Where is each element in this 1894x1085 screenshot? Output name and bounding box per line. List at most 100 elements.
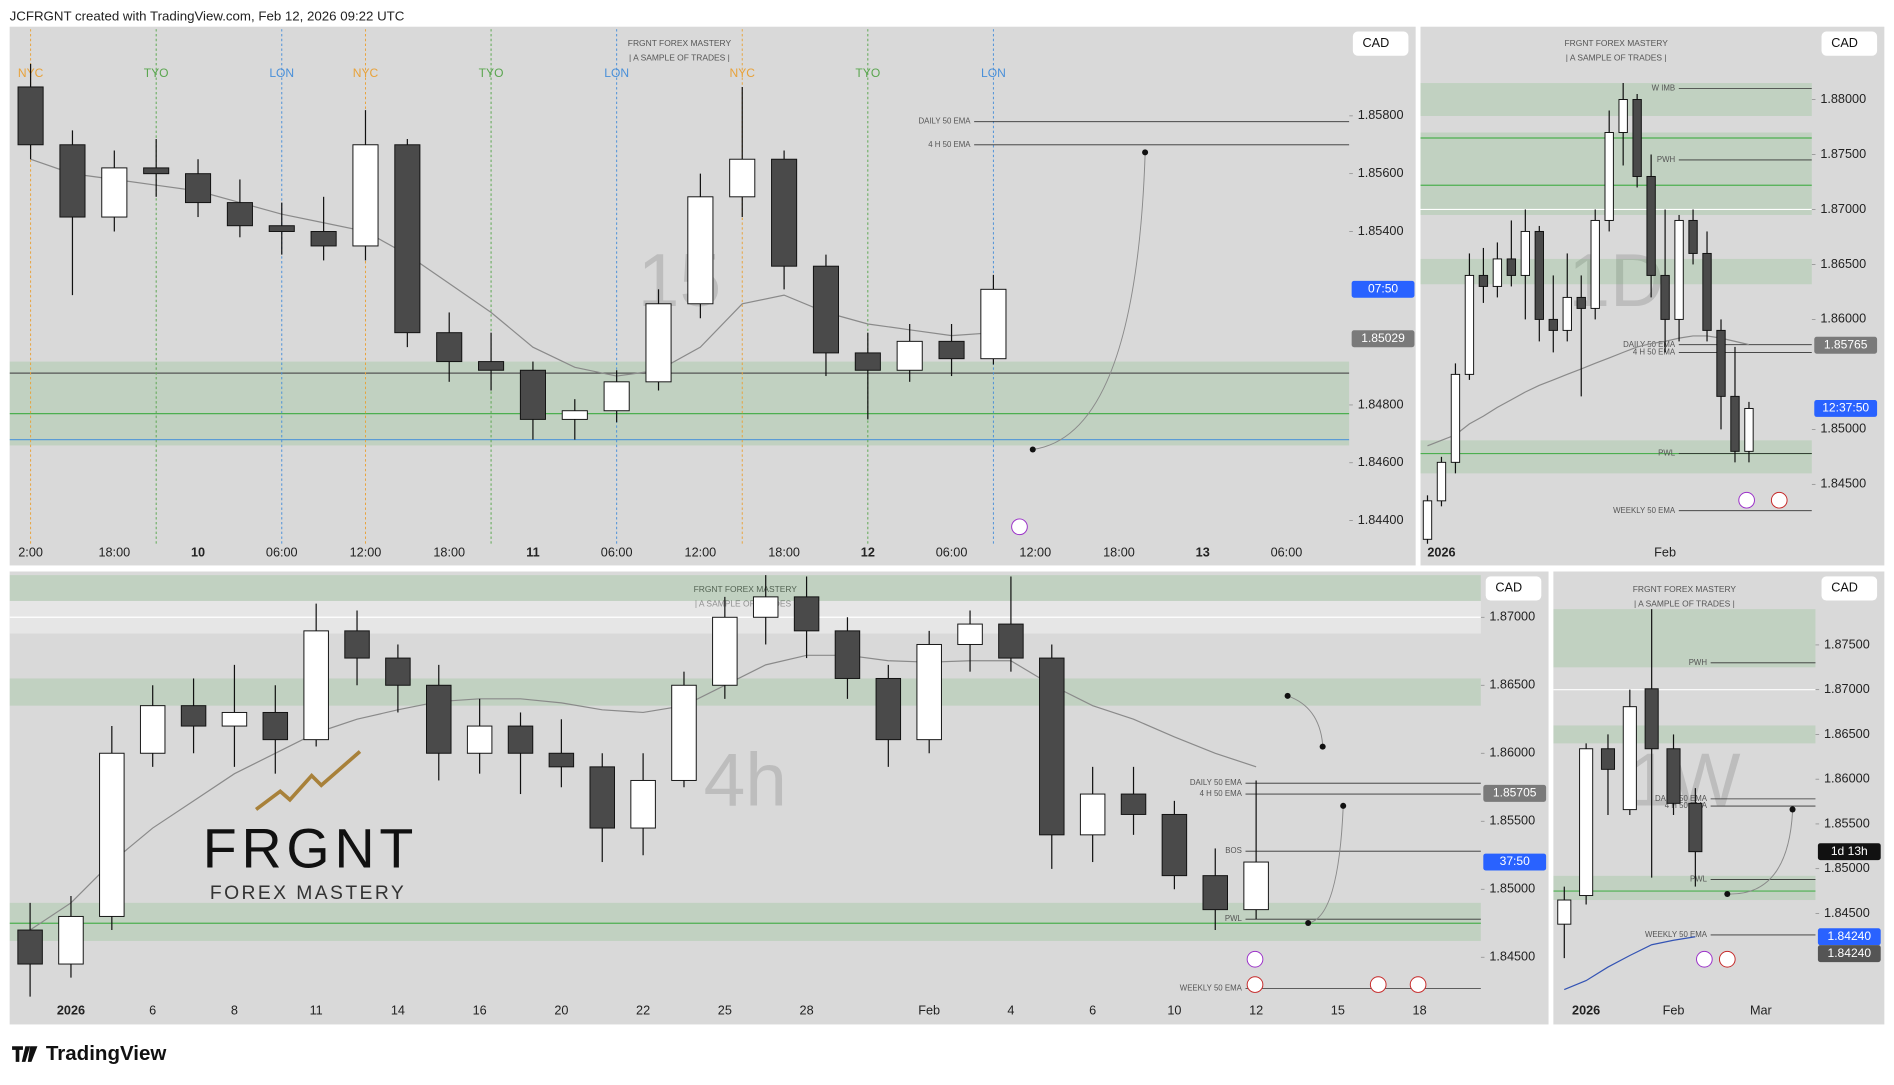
candle-body <box>1039 657 1065 836</box>
candle-body <box>875 677 902 741</box>
x-tick-label: 14 <box>391 1004 405 1018</box>
zone <box>1553 609 1816 628</box>
candle-body <box>712 616 738 686</box>
x-tick-label: 12:00 <box>1019 546 1051 560</box>
candle-body <box>1464 274 1475 375</box>
y-tick-label: 1.86000 <box>1489 746 1535 760</box>
candle-body <box>99 752 125 917</box>
zone <box>1420 83 1812 117</box>
price-badge: 1.85029 <box>1351 330 1415 348</box>
price-badge-label: 1.85705 <box>1493 786 1537 800</box>
level-label: DAILY 50 EMA <box>1190 778 1243 787</box>
trade-path <box>1287 695 1324 745</box>
candle-body <box>1478 274 1489 287</box>
watermark: 4h <box>704 738 787 822</box>
flag-icon <box>1718 950 1736 968</box>
candle-body <box>310 231 337 247</box>
x-tick-label: 6 <box>1089 1004 1096 1018</box>
zone <box>1553 875 1816 901</box>
x-tick-label: 18:00 <box>98 546 130 560</box>
candle-body <box>589 766 615 829</box>
flag-icon <box>1246 976 1264 993</box>
session-label: NYC <box>353 66 379 80</box>
countdown-badge-box <box>1483 853 1547 871</box>
x-tick-label: 18:00 <box>433 546 465 560</box>
currency-box <box>1821 31 1878 56</box>
session-label: TYO <box>479 66 504 80</box>
trade-point <box>1789 806 1796 813</box>
price-badge: 1.84240 <box>1817 928 1881 946</box>
candle-body <box>916 643 942 741</box>
level-label: PWL <box>1225 914 1243 923</box>
candle-body <box>998 623 1024 659</box>
level-label: PWL <box>1690 875 1708 884</box>
brand-subtitle: | A SAMPLE OF TRADES | <box>695 598 796 608</box>
countdown-badge: 1d 13h <box>1817 843 1881 861</box>
candle-body <box>17 929 43 965</box>
price-badge: 1.85705 <box>1483 784 1547 802</box>
tradingview-brand: TradingView <box>12 1042 166 1065</box>
price-badge-label: 1.84240 <box>1828 946 1872 960</box>
x-tick-label: 11 <box>526 546 539 560</box>
y-tick-label: 1.86000 <box>1824 772 1870 786</box>
y-tick-label: 1.84500 <box>1824 906 1870 920</box>
y-tick-label: 1.85800 <box>1358 108 1404 122</box>
footer-text: TradingView <box>46 1042 167 1065</box>
candle-body <box>1644 688 1659 750</box>
y-tick-label: 1.86500 <box>1820 257 1866 271</box>
currency-box <box>1821 576 1878 601</box>
brand-subtitle: | A SAMPLE OF TRADES | <box>629 52 730 62</box>
x-tick-label: Feb <box>1654 546 1676 560</box>
candle-body <box>752 596 779 618</box>
level-label: 4 H 50 EMA <box>1633 347 1676 356</box>
candle-body <box>1422 500 1433 540</box>
plot-area: 4h FRGNT FOREX MASTERY | A SAMPLE OF TRADE… <box>9 575 1481 997</box>
candle-body <box>1557 899 1572 925</box>
candle-body <box>101 167 128 218</box>
brand-title: FRGNT FOREX MASTERY <box>1633 584 1737 594</box>
candle-body <box>1590 219 1600 309</box>
y-tick-label: 1.87000 <box>1489 610 1535 624</box>
candle-body <box>1579 748 1594 897</box>
trade-point <box>1724 890 1731 898</box>
level-label: W IMB <box>1652 84 1676 93</box>
candle-body <box>1688 802 1703 853</box>
candle-body <box>645 303 672 383</box>
candle-body <box>603 381 630 412</box>
y-tick-label: 1.87500 <box>1820 147 1866 161</box>
countdown-badge: 07:50 <box>1351 280 1415 298</box>
x-tick-label: 6 <box>149 1004 156 1018</box>
countdown-badge-box <box>1351 280 1415 298</box>
countdown-badge-box <box>1817 843 1881 861</box>
candle-body <box>1161 813 1188 877</box>
candle-body <box>394 144 421 334</box>
level-label: DAILY 50 EMA <box>918 117 971 126</box>
x-tick-label: 22 <box>636 1004 650 1018</box>
x-tick-label: 25 <box>718 1004 732 1018</box>
candle-body <box>630 779 656 829</box>
price-badge-label: 1.85765 <box>1824 337 1868 351</box>
x-tick-label: 18 <box>1413 1004 1427 1018</box>
countdown-badge-label: 07:50 <box>1368 282 1398 296</box>
y-tick-label: 1.84500 <box>1489 950 1535 964</box>
currency-label: CAD <box>1831 36 1858 50</box>
candle-body <box>957 623 983 645</box>
candle-body <box>436 332 463 363</box>
candle-body <box>1450 373 1461 463</box>
countdown-badge: 37:50 <box>1483 853 1547 871</box>
candle-body <box>1744 407 1754 452</box>
logo-arrow <box>254 750 362 811</box>
candle-body <box>1534 230 1544 320</box>
countdown-badge-label: 12:37:50 <box>1822 401 1869 415</box>
candle-body <box>143 167 170 175</box>
candle-body <box>1666 748 1681 804</box>
candle-body <box>896 340 923 371</box>
y-tick-label: 1.87500 <box>1824 637 1870 651</box>
candle-body <box>184 173 212 204</box>
flag-icon <box>1770 491 1788 509</box>
x-tick-label: 28 <box>800 1004 814 1018</box>
price-badge-box <box>1351 330 1415 348</box>
candle-body <box>671 684 697 781</box>
level-label: PWH <box>1689 658 1708 667</box>
